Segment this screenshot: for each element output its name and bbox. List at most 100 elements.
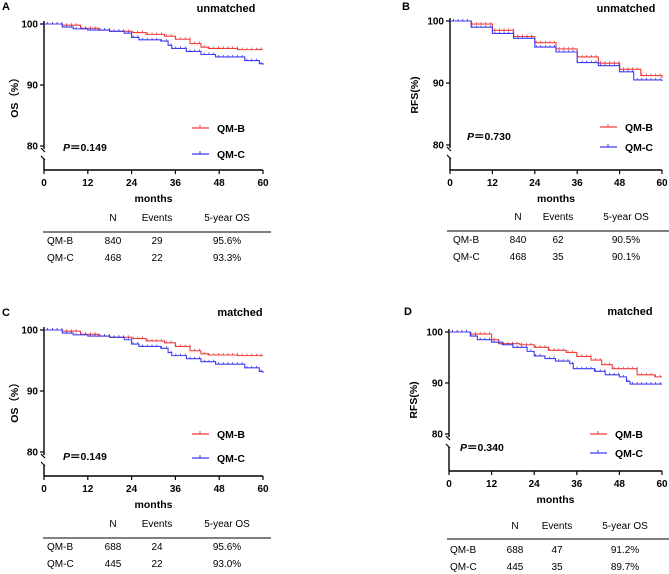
x-tick-label: 60 — [656, 178, 668, 189]
axis-break-mark — [40, 461, 46, 467]
x-tick-label: 12 — [487, 178, 499, 189]
p-label: P — [467, 131, 475, 143]
x-tick-label: 60 — [257, 178, 269, 189]
y-axis-label: RFS(%) — [408, 381, 420, 418]
table-cell: 93.0% — [213, 559, 241, 570]
x-tick-label: 12 — [82, 178, 94, 189]
table-cell: 22 — [151, 559, 163, 570]
panel-letter: A — [2, 1, 10, 13]
table-cell: 22 — [151, 253, 163, 264]
table-header: Events — [142, 213, 173, 224]
x-tick-label: 36 — [170, 484, 182, 495]
panel-letter: B — [402, 1, 410, 13]
axis-break-mark — [40, 155, 46, 161]
p-value-number: ＝0.730 — [474, 131, 511, 143]
axis-break-mark — [446, 154, 452, 160]
table-cell: 468 — [105, 253, 122, 264]
table-header: N — [109, 213, 116, 224]
x-tick-label: 12 — [486, 479, 498, 490]
legend-label: QM-B — [217, 429, 245, 441]
y-axis-label: RFS(%) — [409, 76, 421, 113]
table-cell: 90.5% — [612, 235, 640, 246]
table-cell: 89.7% — [611, 562, 639, 573]
legend-label: QM-C — [615, 448, 643, 460]
x-tick-label: 48 — [614, 178, 626, 189]
table-row-label: QM-C — [450, 562, 477, 573]
table-cell: 35 — [551, 562, 563, 573]
panel-title: matched — [217, 307, 262, 319]
panel-letter: D — [404, 306, 412, 318]
table-header: 5-year OS — [603, 212, 649, 223]
legend-label: QM-C — [217, 453, 245, 465]
x-tick-label: 0 — [41, 178, 47, 189]
axis-break-mark — [445, 443, 451, 449]
panel-title: unmatched — [597, 3, 656, 15]
axis-break-mark — [40, 147, 46, 153]
km-curve-qm-b — [44, 23, 263, 51]
table-cell: 840 — [510, 235, 527, 246]
km-curve-qm-c — [449, 331, 662, 385]
y-axis-label: OS（%） — [8, 72, 21, 118]
p-value: P＝0.340 — [460, 442, 504, 454]
legend-label: QM-B — [615, 429, 643, 441]
table-cell: 688 — [105, 542, 122, 553]
table-cell: 95.6% — [213, 542, 241, 553]
table-header: Events — [142, 519, 173, 530]
p-label: P — [63, 142, 71, 154]
y-axis-label: OS（%） — [8, 377, 21, 423]
table-cell: 90.1% — [612, 252, 640, 263]
p-value-number: ＝0.149 — [70, 451, 107, 463]
x-axis-label: months — [537, 193, 575, 205]
x-tick-label: 24 — [126, 484, 138, 495]
table-cell: 840 — [105, 236, 122, 247]
table-row-label: QM-B — [47, 542, 73, 553]
x-tick-label: 24 — [126, 178, 138, 189]
p-value: P＝0.730 — [467, 131, 511, 143]
x-tick-label: 12 — [82, 484, 94, 495]
table-row-label: QM-C — [47, 559, 74, 570]
y-tick-label: 100 — [21, 326, 38, 337]
table-cell: 62 — [552, 235, 564, 246]
x-tick-label: 36 — [170, 178, 182, 189]
p-value: P＝0.149 — [63, 142, 107, 154]
table-row-label: QM-C — [47, 253, 74, 264]
x-tick-label: 0 — [447, 178, 453, 189]
km-curve-qm-c — [44, 329, 264, 373]
x-tick-label: 36 — [572, 178, 584, 189]
legend-label: QM-C — [217, 149, 245, 161]
p-value-number: ＝0.149 — [70, 142, 107, 154]
y-tick-label: 80 — [432, 430, 444, 441]
table-header: Events — [542, 521, 573, 532]
axis-break-mark — [40, 453, 46, 459]
table-header: 5-year OS — [602, 521, 648, 532]
y-tick-label: 100 — [427, 17, 444, 28]
km-curve-qm-c — [450, 20, 663, 82]
legend-label: QM-B — [625, 122, 653, 134]
y-tick-label: 90 — [27, 81, 39, 92]
axis-break-mark — [445, 435, 451, 441]
x-axis-label: months — [135, 499, 173, 511]
panel-title: unmatched — [197, 3, 256, 15]
x-tick-label: 60 — [257, 484, 269, 495]
y-tick-label: 100 — [21, 20, 38, 31]
km-curve-qm-c — [44, 23, 264, 65]
x-axis-label: months — [537, 494, 575, 506]
table-cell: 95.6% — [213, 236, 241, 247]
table-cell: 468 — [510, 252, 527, 263]
table-row-label: QM-B — [453, 235, 479, 246]
panel-title: matched — [607, 306, 652, 318]
table-header: Events — [543, 212, 574, 223]
km-curve-qm-b — [44, 329, 263, 357]
legend-label: QM-B — [217, 123, 245, 135]
table-row-label: QM-B — [450, 545, 476, 556]
x-tick-label: 0 — [446, 479, 452, 490]
table-cell: 29 — [151, 236, 163, 247]
p-value-number: ＝0.340 — [467, 442, 504, 454]
x-axis-label: months — [135, 193, 173, 205]
x-tick-label: 24 — [529, 178, 541, 189]
